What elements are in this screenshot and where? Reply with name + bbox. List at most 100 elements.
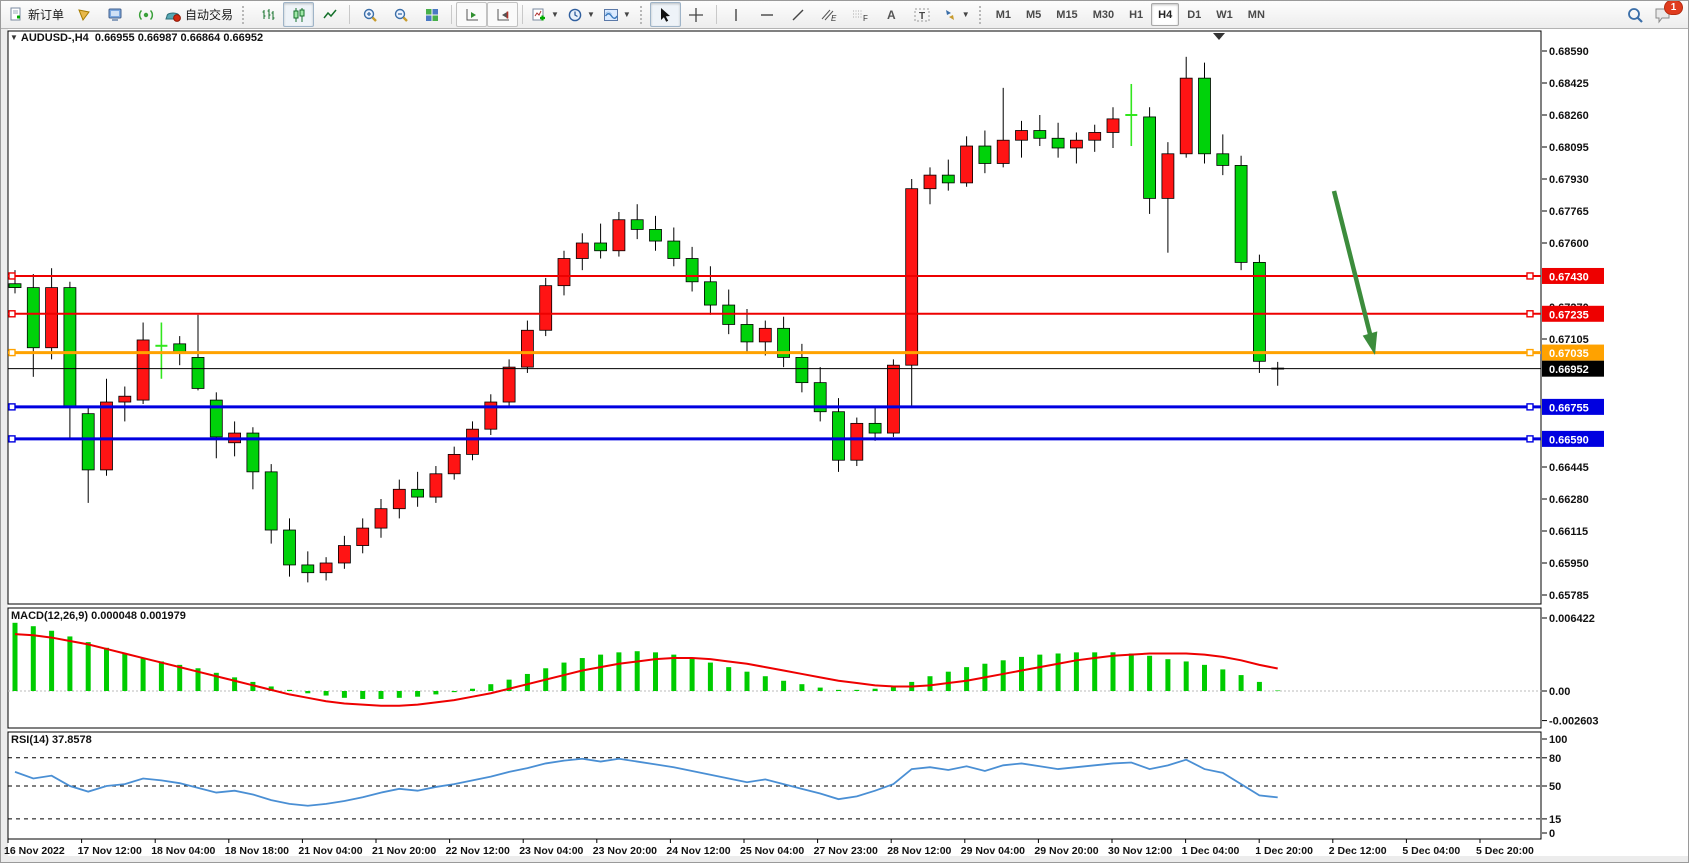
candle-body <box>594 242 607 252</box>
add-indicator-button[interactable]: ▼ <box>527 2 563 27</box>
clock-icon <box>567 7 583 23</box>
svg-text:T: T <box>919 11 925 22</box>
macd-histogram-bar <box>213 672 219 691</box>
line-handle[interactable] <box>1526 310 1534 318</box>
left-gutter <box>1 29 8 856</box>
chart-canvas[interactable]: 0.68590 0.68425 0.68260 0.68095 0.67930 0.677… <box>1 29 1689 863</box>
text-tool-icon: A <box>886 7 896 22</box>
candle-body <box>1088 132 1102 141</box>
candle-body <box>209 399 223 438</box>
macd-histogram-bar <box>268 686 274 691</box>
market-watch-button[interactable] <box>99 2 130 27</box>
date-axis-label: 18 Nov 04:00 <box>151 845 215 857</box>
timeframe-h1-button[interactable]: H1 <box>1129 8 1144 21</box>
grid-tool-button[interactable]: F <box>845 2 876 27</box>
candlestick-chart-button[interactable] <box>283 2 315 27</box>
timeframe-mn-button[interactable]: MN <box>1247 8 1265 21</box>
rsi-axis-label: 80 <box>1549 753 1561 765</box>
candle-body <box>100 401 113 471</box>
line-handle[interactable] <box>1526 435 1534 443</box>
new-order-button[interactable]: 新订单 <box>5 2 68 27</box>
auto-trading-button[interactable]: 自动交易 <box>161 2 237 27</box>
rsi-axis-label: 100 <box>1549 734 1567 746</box>
line-handle[interactable] <box>8 272 16 280</box>
chart-shift-marker[interactable] <box>1213 33 1225 40</box>
timeframe-h4-button[interactable]: H4 <box>1151 3 1180 26</box>
candle-body <box>575 242 589 259</box>
toolbar-separator <box>715 5 717 24</box>
severe-weather-button[interactable] <box>68 2 99 27</box>
price-line-badge <box>1542 267 1604 284</box>
zoom-in-button[interactable] <box>354 2 385 27</box>
annotation-arrow-head[interactable] <box>1362 331 1378 355</box>
bar-chart-icon <box>260 7 276 23</box>
cursor-tool-button[interactable] <box>649 2 681 27</box>
bar-chart-button[interactable] <box>252 2 283 27</box>
macd-histogram-bar <box>323 691 329 696</box>
line-handle[interactable] <box>1526 272 1534 280</box>
vertical-line-tool-button[interactable] <box>721 2 752 27</box>
timeframe-m5-button[interactable]: M5 <box>1026 8 1042 21</box>
rsi-axis-label: 0 <box>1549 828 1555 840</box>
candle-body <box>466 428 479 455</box>
line-handle[interactable] <box>1526 348 1534 357</box>
toolbar-right-group: 1 <box>1626 1 1684 24</box>
timeframe-w1-button[interactable]: W1 <box>1216 8 1233 21</box>
candle-body <box>374 508 388 529</box>
periods-button[interactable]: ▼ <box>563 2 599 27</box>
date-axis-label: 23 Nov 04:00 <box>519 845 583 857</box>
macd-histogram-bar <box>945 671 951 691</box>
templates-button[interactable]: ▼ <box>599 2 635 27</box>
candle-body <box>685 258 699 283</box>
candle-body <box>1253 261 1266 362</box>
line-handle[interactable] <box>8 403 16 411</box>
macd-histogram-bar <box>1055 653 1061 691</box>
arrows-tool-button[interactable]: ▼ <box>938 2 974 27</box>
line-handle[interactable] <box>8 435 16 443</box>
line-chart-button[interactable] <box>314 2 345 27</box>
date-axis-label: 25 Nov 04:00 <box>740 845 804 857</box>
price-axis-label: 0.67765 <box>1549 206 1589 218</box>
macd-histogram-bar <box>890 686 896 691</box>
line-handle[interactable] <box>8 348 16 357</box>
toolbar-drag-handle[interactable] <box>978 5 986 24</box>
macd-histogram-bar <box>470 688 475 691</box>
candle-body <box>1161 153 1175 199</box>
timeframe-m1-button[interactable]: M1 <box>995 8 1011 21</box>
timeframe-d1-button[interactable]: D1 <box>1187 8 1202 21</box>
notifications-icon[interactable]: 1 <box>1654 1 1683 24</box>
candle-body <box>246 432 260 473</box>
dropdown-arrow-icon: ▼ <box>551 10 559 19</box>
timeframe-m30-button[interactable]: M30 <box>1092 8 1115 21</box>
timeframe-toolbar: M1 M5 M15 M30 H1 H4 D1 W1 MN <box>989 3 1272 26</box>
fibonacci-tool-button[interactable]: E <box>814 2 845 27</box>
price-pane-frame <box>7 30 1542 605</box>
chart-region[interactable]: 0.68590 0.68425 0.68260 0.68095 0.67930 0.677… <box>1 29 1689 863</box>
signals-button[interactable] <box>130 2 161 27</box>
horizontal-line-tool-button[interactable] <box>752 2 783 27</box>
text-label-tool-button[interactable]: T <box>907 2 938 27</box>
add-indicator-icon <box>531 7 547 23</box>
toolbar-drag-handle[interactable] <box>639 5 647 24</box>
macd-histogram-bar <box>415 691 421 697</box>
macd-histogram-bar <box>817 687 823 691</box>
line-handle[interactable] <box>8 310 16 318</box>
main-toolbar: 新订单 自动交易 <box>1 1 1688 29</box>
line-handle[interactable] <box>1526 403 1534 411</box>
crosshair-tool-button[interactable] <box>681 2 712 27</box>
macd-histogram-bar <box>616 652 622 691</box>
zoom-out-button[interactable] <box>385 2 416 27</box>
macd-histogram-bar <box>836 689 841 691</box>
search-icon[interactable] <box>1626 6 1644 24</box>
dropdown-arrow-icon: ▼ <box>622 10 631 19</box>
timeframe-m15-button[interactable]: M15 <box>1056 8 1078 21</box>
toolbar-drag-handle[interactable] <box>242 5 249 24</box>
auto-scroll-button[interactable] <box>487 2 519 27</box>
chart-shift-button[interactable] <box>456 2 488 27</box>
tile-windows-button[interactable] <box>416 2 447 27</box>
trendline-tool-button[interactable] <box>783 2 814 27</box>
candle-body <box>356 527 370 546</box>
candle-body <box>392 488 406 510</box>
annotation-arrow-shaft[interactable] <box>1331 190 1373 335</box>
text-tool-button[interactable]: A <box>876 2 907 27</box>
